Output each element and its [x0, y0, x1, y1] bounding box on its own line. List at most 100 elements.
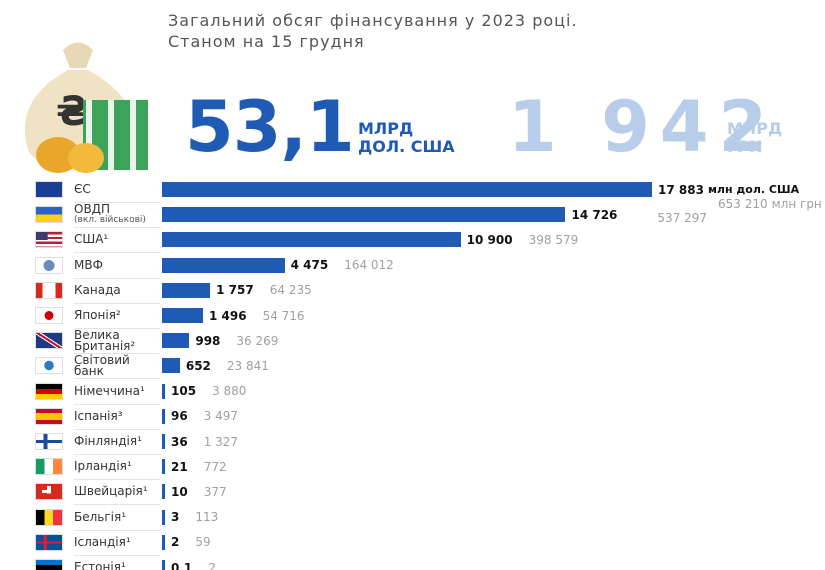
category-label: Швейцарія¹	[74, 479, 160, 506]
uah-label: 36 269	[236, 333, 279, 348]
uah-unit: млн грн	[771, 196, 822, 211]
category-label: Естонія¹	[74, 555, 160, 570]
bar	[162, 383, 165, 399]
value-labels: 36 1 327	[171, 434, 238, 449]
value-labels: 21 772	[171, 459, 227, 474]
category-name: Ісландія¹	[74, 534, 131, 549]
uah-label: 1 327	[203, 434, 239, 449]
value-labels: 96 3 497	[171, 409, 238, 424]
category-label: Іспанія³	[74, 404, 160, 430]
usd-label: 0,1	[171, 560, 193, 570]
usd-label: 998	[195, 333, 221, 348]
bar-row: Фінляндія¹ 36 1 327	[0, 429, 825, 455]
flag	[35, 181, 63, 198]
category-label: Велика Британія²	[74, 328, 160, 355]
uah-label: 653 210	[718, 196, 768, 211]
unit-line: ДОЛ. США	[358, 137, 455, 156]
uah-label: 164 012	[344, 258, 394, 273]
usd-label: 96	[171, 409, 188, 424]
bar-row: Ісландія¹ 2 59	[0, 530, 825, 556]
bar-row: МВФ 4 475 164 012	[0, 253, 825, 279]
flag	[35, 483, 63, 501]
flag	[35, 332, 63, 350]
category-label: МВФ	[74, 253, 160, 279]
total-unit: МЛРД ГРН	[727, 120, 782, 156]
chart-subtitle: Станом на 15 грудня	[168, 32, 365, 51]
bar-row: Канада 1 757 64 235	[0, 278, 825, 304]
uah-label: 398 579	[528, 232, 579, 247]
usd-label: 10 900	[466, 232, 513, 247]
uah-label: 113	[195, 510, 219, 525]
title-block: Загальний обсяг фінансування у 2023 році…	[168, 10, 578, 52]
category-label: ЄС	[74, 177, 160, 203]
bar	[162, 232, 461, 248]
uah-label: 64 235	[269, 283, 312, 298]
bar-row: Світовий банк 652 23 841	[0, 352, 825, 380]
value-labels: 17 883 млн дол. США	[658, 182, 799, 197]
bar	[162, 207, 566, 223]
usd-label: 36	[171, 434, 188, 449]
uah-label: 23 841	[226, 358, 269, 373]
value-labels: 1 757 64 235	[216, 283, 312, 298]
uah-label: 537 297	[657, 210, 708, 225]
bar	[162, 282, 211, 298]
unit-line: ГРН	[727, 137, 763, 156]
category-label: Ісландія¹	[74, 530, 160, 556]
flag	[35, 433, 63, 450]
category-label: Ірландія¹	[74, 454, 160, 481]
value-labels: 1 496 54 716	[209, 308, 305, 323]
total-unit: МЛРД ДОЛ. США	[358, 120, 455, 156]
category-label: Світовий банк	[74, 352, 160, 380]
category-label: Бельгія¹	[74, 505, 160, 531]
flag	[35, 407, 63, 425]
flag	[35, 533, 63, 551]
total-value: 53,1	[185, 86, 355, 168]
usd-label: 21	[171, 459, 188, 474]
value-labels: 4 475 164 012	[291, 258, 394, 273]
uah-label: 377	[203, 484, 227, 499]
category-note: (вкл. військові)	[74, 214, 146, 225]
category-label: Фінляндія¹	[74, 429, 160, 455]
bar-row: ЄС 17 883 млн дол. США 653 210 млн грн	[0, 177, 825, 211]
flag	[35, 231, 63, 249]
bar	[162, 333, 190, 349]
bar	[162, 257, 285, 273]
bar	[162, 560, 165, 570]
usd-label: 14 726	[571, 207, 618, 222]
bar	[162, 182, 652, 197]
bar	[162, 358, 180, 374]
category-name: Світовий банк	[74, 352, 130, 378]
bar	[162, 459, 165, 475]
bar-row: Швейцарія¹ 10 377	[0, 479, 825, 506]
category-name: Естонія¹	[74, 560, 126, 570]
category-name: Бельгія¹	[74, 509, 127, 524]
bar-row: Ірландія¹ 21 772	[0, 454, 825, 481]
bar-row: США¹ 10 900 398 579	[0, 227, 825, 254]
value-labels: 2 59	[171, 535, 211, 550]
money-bag-icon: ₴	[24, 42, 148, 173]
value-labels: 0,1 2	[171, 560, 216, 570]
value-labels: 14 726 537 297	[571, 207, 708, 225]
usd-label: 10	[171, 484, 188, 499]
usd-unit: млн дол. США	[707, 183, 800, 196]
category-name: Швейцарія¹	[74, 484, 148, 499]
flag	[35, 458, 63, 476]
category-name: Німеччина¹	[74, 383, 145, 398]
category-label: США¹	[74, 227, 160, 254]
uah-label: 3 880	[212, 384, 247, 399]
category-name: США¹	[74, 232, 109, 247]
usd-label: 17 883	[658, 182, 704, 197]
category-label: Канада	[74, 278, 160, 304]
uah-label: 59	[195, 535, 211, 550]
flag	[35, 508, 63, 526]
category-name: Іспанія³	[74, 408, 123, 423]
bar	[162, 434, 165, 449]
category-name: МВФ	[74, 257, 103, 272]
usd-label: 1 757	[216, 283, 254, 298]
bar-row: Іспанія³ 96 3 497	[0, 404, 825, 430]
usd-label: 105	[171, 384, 197, 399]
bar-row: Японія² 1 496 54 716	[0, 303, 825, 329]
category-label: Німеччина¹	[74, 379, 160, 405]
uah-label: 772	[203, 459, 227, 474]
